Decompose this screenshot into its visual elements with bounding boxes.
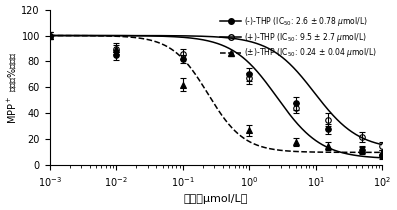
Legend: (-)-THP (IC$_{50}$: 2.6 $\pm$ 0.78 $\mu$mol/L), (+)-THP (IC$_{50}$: 9.5 $\pm$ 2.: (-)-THP (IC$_{50}$: 2.6 $\pm$ 0.78 $\mu$… [218, 13, 379, 61]
Y-axis label: MPP$^+$ 摄取（%对照）: MPP$^+$ 摄取（%对照） [6, 51, 19, 124]
X-axis label: 浓度（μmol/L）: 浓度（μmol/L） [184, 194, 248, 205]
